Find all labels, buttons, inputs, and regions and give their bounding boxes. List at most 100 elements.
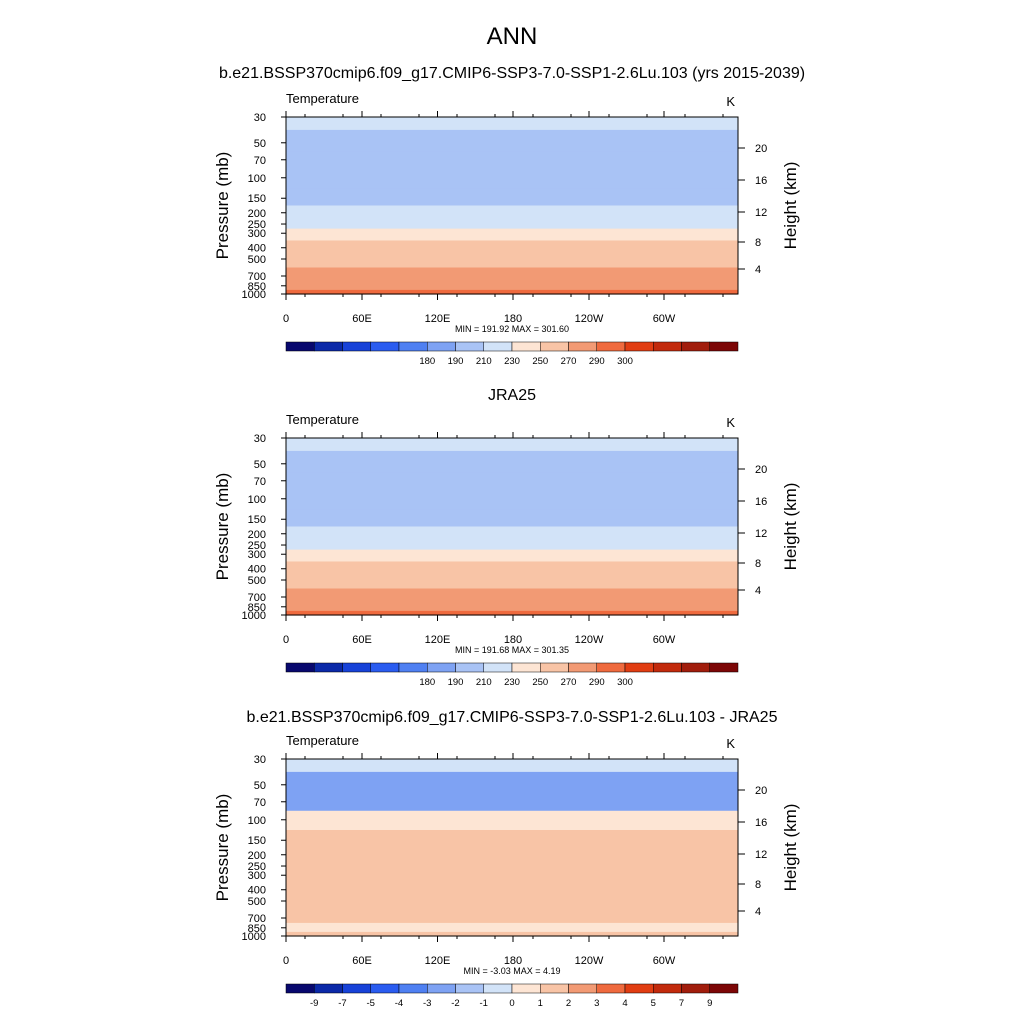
x-tick-label: 60W xyxy=(653,634,676,646)
y2-tick-label: 20 xyxy=(755,143,767,155)
y-tick-label: 30 xyxy=(254,433,266,445)
x-tick-label: 60E xyxy=(352,634,372,646)
colorbar-swatch xyxy=(342,662,371,673)
y-tick-label: 850 xyxy=(248,923,266,935)
colorbar-swatch xyxy=(285,662,315,673)
colorbar-swatch xyxy=(540,983,569,994)
field-band xyxy=(286,129,738,152)
colorbar-swatch xyxy=(455,341,484,352)
y-tick-label: 70 xyxy=(254,476,266,488)
units-label: K xyxy=(726,94,735,109)
y-tick-label: 50 xyxy=(254,780,266,792)
x-tick-label: 120E xyxy=(425,313,451,325)
x-tick-label: 60W xyxy=(653,955,676,967)
colorbar-swatch xyxy=(568,983,597,994)
y2-tick-label: 16 xyxy=(755,175,767,187)
colorbar-label: 230 xyxy=(504,677,520,688)
field-band xyxy=(286,601,738,612)
variable-label: Temperature xyxy=(286,91,359,106)
field-band xyxy=(286,909,738,924)
colorbar-label: 230 xyxy=(504,356,520,367)
colorbar-swatch xyxy=(342,983,371,994)
x-tick-label: 120W xyxy=(575,313,604,325)
y-tick-label: 200 xyxy=(248,208,266,220)
units-label: K xyxy=(726,736,735,751)
colorbar-label: 290 xyxy=(589,356,605,367)
colorbar-swatch xyxy=(370,983,400,994)
y2-tick-label: 4 xyxy=(755,585,761,597)
x-tick-label: 0 xyxy=(283,955,289,967)
y2-tick-label: 16 xyxy=(755,496,767,508)
colorbar-swatch xyxy=(540,341,569,352)
colorbar-label: 1 xyxy=(538,998,543,1009)
colorbar-swatch xyxy=(483,662,513,673)
y-tick-label: 500 xyxy=(248,254,266,266)
colorbar-label: 190 xyxy=(448,677,464,688)
field-band xyxy=(286,847,738,861)
y-tick-label: 70 xyxy=(254,155,266,167)
x-tick-label: 180 xyxy=(504,634,522,646)
y2-tick-label: 4 xyxy=(755,264,761,276)
colorbar-label: 7 xyxy=(679,998,684,1009)
field-band xyxy=(286,253,738,269)
y2-tick-label: 8 xyxy=(755,237,761,249)
field-band xyxy=(286,759,738,773)
y-tick-label: 1000 xyxy=(242,610,266,622)
y-tick-label: 700 xyxy=(248,913,266,925)
field-band xyxy=(286,882,738,896)
variable-label: Temperature xyxy=(286,412,359,427)
y-axis-label: Pressure (mb) xyxy=(213,473,232,581)
colorbar-swatch xyxy=(455,983,484,994)
colorbar-swatch xyxy=(483,341,513,352)
field-band xyxy=(286,895,738,911)
colorbar-label: 270 xyxy=(561,677,577,688)
y-tick-label: 50 xyxy=(254,459,266,471)
panel-title: JRA25 xyxy=(488,387,536,404)
y-tick-label: 100 xyxy=(248,815,266,827)
colorbar-label: 210 xyxy=(476,677,492,688)
y2-axis-label: Height (km) xyxy=(781,483,800,571)
colorbar-swatch xyxy=(596,341,626,352)
colorbar-label: 9 xyxy=(707,998,712,1009)
field-band xyxy=(286,489,738,510)
x-tick-label: 180 xyxy=(504,955,522,967)
colorbar-label: -7 xyxy=(338,998,346,1009)
y-tick-label: 1000 xyxy=(242,931,266,943)
field-band xyxy=(286,810,738,831)
field-band xyxy=(286,168,738,189)
colorbar-swatch xyxy=(653,983,682,994)
field-band xyxy=(286,509,738,528)
x-tick-label: 120E xyxy=(425,955,451,967)
colorbar-label: 2 xyxy=(566,998,571,1009)
y-tick-label: 400 xyxy=(248,564,266,576)
field-band xyxy=(286,549,738,563)
y-tick-label: 300 xyxy=(248,549,266,561)
x-tick-label: 60W xyxy=(653,313,676,325)
colorbar-swatch xyxy=(370,341,400,352)
stats-label: MIN = -3.03 MAX = 4.19 xyxy=(463,966,560,976)
colorbar-label: 250 xyxy=(532,677,548,688)
colorbar-swatch xyxy=(370,662,400,673)
colorbar-label: 190 xyxy=(448,356,464,367)
colorbar-label: 3 xyxy=(594,998,599,1009)
units-label: K xyxy=(726,415,735,430)
field-band xyxy=(286,870,738,884)
panel-title: b.e21.BSSP370cmip6.f09_g17.CMIP6-SSP3-7.… xyxy=(219,65,805,82)
field-band xyxy=(286,267,738,282)
field-band xyxy=(286,280,738,291)
field-band xyxy=(286,151,738,170)
y2-axis-label: Height (km) xyxy=(781,804,800,892)
colorbar-swatch xyxy=(342,341,371,352)
field-band xyxy=(286,228,738,242)
x-tick-label: 180 xyxy=(504,313,522,325)
y2-tick-label: 12 xyxy=(755,849,767,861)
colorbar-label: 0 xyxy=(509,998,514,1009)
colorbar-label: -3 xyxy=(423,998,431,1009)
field-band xyxy=(286,793,738,812)
colorbar-label: 5 xyxy=(651,998,656,1009)
y-tick-label: 250 xyxy=(248,540,266,552)
colorbar-swatch xyxy=(653,341,682,352)
field-band xyxy=(286,931,738,937)
colorbar-swatch xyxy=(568,341,597,352)
y-tick-label: 250 xyxy=(248,861,266,873)
